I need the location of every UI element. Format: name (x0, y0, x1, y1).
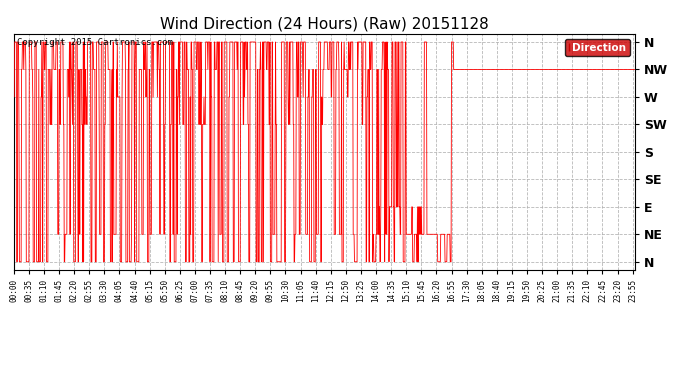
Text: Copyright 2015 Cartronics.com: Copyright 2015 Cartronics.com (17, 39, 172, 48)
Title: Wind Direction (24 Hours) (Raw) 20151128: Wind Direction (24 Hours) (Raw) 20151128 (160, 16, 489, 31)
Legend: Direction: Direction (565, 39, 629, 56)
